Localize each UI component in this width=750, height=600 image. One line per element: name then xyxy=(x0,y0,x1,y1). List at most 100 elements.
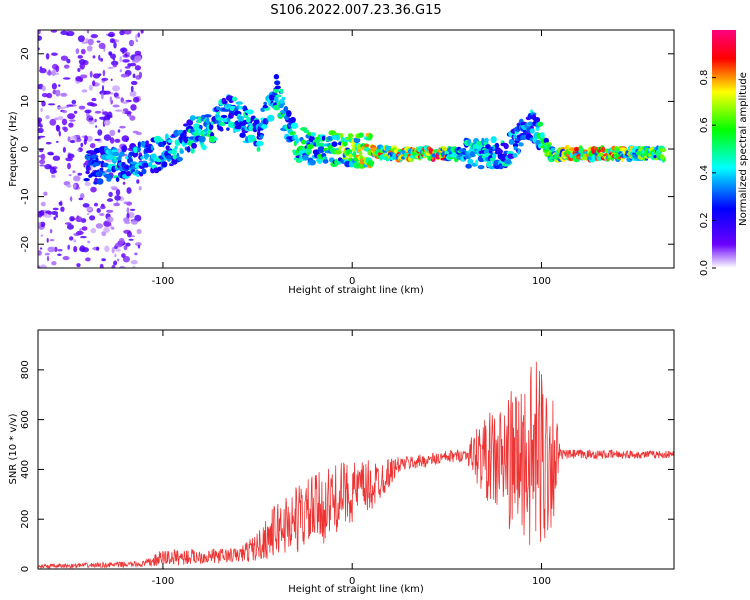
snr-y-ticks: 0 200 400 600 800 xyxy=(20,360,674,572)
y-tick-label: -20 xyxy=(20,236,31,252)
spectrogram-noise-cell xyxy=(38,250,42,256)
spectrogram-noise-cell xyxy=(90,34,99,39)
spectrogram-noise-cell xyxy=(44,164,52,170)
spectrogram-noise-cell xyxy=(115,248,121,252)
spectrogram-noise-cell xyxy=(124,66,131,69)
spectrogram-ridge-cell xyxy=(303,129,310,134)
spectrogram-ridge-cell xyxy=(161,161,168,168)
spectrogram-noise-cell xyxy=(123,30,132,35)
spectrogram-ridge-cell xyxy=(261,124,268,130)
spectrogram-ridge-cell xyxy=(527,121,534,126)
spectrogram-x-axis-label: Height of straight line (km) xyxy=(288,285,424,296)
spectrogram-noise-cell xyxy=(118,237,125,245)
snr-series-line xyxy=(38,361,674,569)
spectrogram-noise-cell xyxy=(81,226,88,231)
spectrogram-ridge-cell xyxy=(238,105,244,110)
spectrogram-ridge-cell xyxy=(347,133,354,139)
spectrogram-noise-cell xyxy=(77,35,85,43)
spectrogram-noise-cell xyxy=(45,53,50,60)
spectrogram-noise-cell xyxy=(58,130,61,137)
spectrogram-noise-cell xyxy=(101,203,105,207)
spectrogram-noise-cell xyxy=(44,252,50,256)
spectrogram-noise-cell xyxy=(115,242,123,248)
spectrogram-noise-cell xyxy=(102,111,109,115)
spectrogram-noise-cell xyxy=(49,167,57,174)
spectrogram-noise-cell xyxy=(115,189,121,196)
spectrogram-noise-cell xyxy=(111,226,115,230)
spectrogram-ridge-cell xyxy=(99,167,104,172)
spectrogram-ridge-cell xyxy=(340,136,345,142)
spectrogram-noise-cell xyxy=(101,77,109,81)
spectrogram-noise-cell xyxy=(110,78,113,82)
spectrogram-noise-cell xyxy=(81,89,88,93)
chart-title: S106.2022.007.23.36.G15 xyxy=(270,3,441,18)
spectrogram-plot-area xyxy=(38,30,667,268)
spectrogram-noise-cell xyxy=(80,142,84,148)
spectrogram-ridge-cell xyxy=(322,159,329,164)
x-tick-label: 100 xyxy=(532,576,551,587)
spectrogram-ridge-cell xyxy=(95,157,99,163)
spectrogram-noise-cell xyxy=(64,106,69,109)
spectrogram-noise-cell xyxy=(76,263,81,268)
spectrogram-ridge-cell xyxy=(143,153,150,158)
spectrogram-noise-cell xyxy=(66,58,71,64)
spectrogram-noise-cell xyxy=(49,229,53,234)
spectrogram-ridge-cell xyxy=(113,155,117,162)
spectrogram-ridge-cell xyxy=(224,100,228,104)
spectrogram-noise-cell xyxy=(135,34,138,41)
spectrogram-noise-cell xyxy=(111,264,116,268)
spectrogram-noise-cell xyxy=(129,208,136,211)
spectrogram-noise-cell xyxy=(55,214,59,218)
spectrogram-ridge-cell xyxy=(162,140,167,146)
spectrogram-noise-cell xyxy=(43,191,48,196)
spectrogram-noise-cell xyxy=(94,202,98,207)
spectrogram-noise-cell xyxy=(122,111,126,114)
spectrogram-noise-cell xyxy=(131,235,135,238)
spectrogram-noise-cell xyxy=(107,33,115,37)
spectrogram-ridge-cell xyxy=(653,154,657,159)
spectrogram-noise-cell xyxy=(79,62,85,70)
spectrogram-noise-cell xyxy=(51,52,58,56)
spectrogram-noise-cell xyxy=(82,203,90,208)
spectrogram-ridge-cell xyxy=(102,162,109,168)
spectrogram-noise-cell xyxy=(112,63,117,68)
spectrogram-noise-cell xyxy=(70,135,78,140)
spectrogram-noise-cell xyxy=(88,84,93,91)
spectrogram-ridge-cell xyxy=(306,152,310,155)
spectrogram-noise-cell xyxy=(39,210,45,216)
spectrogram-ridge-cell xyxy=(469,151,475,158)
spectrogram-noise-cell xyxy=(48,165,52,168)
spectrogram-noise-cell xyxy=(134,214,142,222)
spectrogram-noise-cell xyxy=(108,191,113,197)
spectrogram-ridge-cell xyxy=(217,126,224,131)
spectrogram-noise-cell xyxy=(60,92,68,97)
spectrogram-noise-cell xyxy=(99,263,104,268)
spectrogram-ridge-cell xyxy=(289,131,296,136)
spectrogram-noise-cell xyxy=(121,135,130,143)
spectrogram-noise-cell xyxy=(102,69,106,77)
spectrogram-ridge-cell xyxy=(274,80,281,86)
spectrogram-ridge-cell xyxy=(512,135,517,140)
spectrogram-ridge-cell xyxy=(133,146,138,154)
spectrogram-noise-cell xyxy=(129,91,132,97)
spectrogram-ridge-cell xyxy=(103,173,112,179)
spectrogram-noise-cell xyxy=(73,183,77,189)
spectrogram-noise-cell xyxy=(50,30,58,33)
spectrogram-ridge-cell xyxy=(226,127,230,131)
spectrogram-noise-cell xyxy=(129,40,135,46)
x-tick-label: 100 xyxy=(532,276,551,287)
y-tick-label: 800 xyxy=(20,360,31,379)
spectrogram-noise-cell xyxy=(39,164,45,167)
spectrogram-noise-cell xyxy=(131,220,138,225)
spectrogram-ridge-cell xyxy=(467,158,474,165)
spectrogram-ridge-cell xyxy=(296,152,300,156)
spectrogram-noise-cell xyxy=(62,146,66,153)
spectrogram-noise-cell xyxy=(112,85,120,92)
spectrogram-noise-cell xyxy=(122,181,126,185)
spectrogram-noise-cell xyxy=(92,55,96,59)
snr-panel: -100 0 100 0 200 400 600 800 Height of straigh… xyxy=(8,329,675,595)
spectrogram-noise-cell xyxy=(109,38,115,44)
spectrogram-ridge-cell xyxy=(206,130,213,134)
